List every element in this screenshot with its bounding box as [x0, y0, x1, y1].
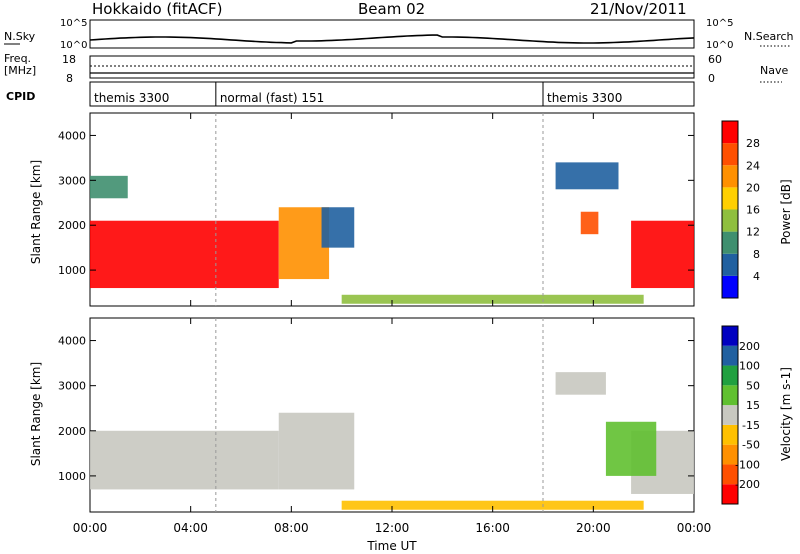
- x-tick-label: 08:00: [274, 521, 309, 535]
- velocity-colorbar-label: Velocity [m s-1]: [779, 367, 793, 461]
- colorbar-tick-label: -15: [742, 419, 760, 432]
- nsky-label: N.Sky: [4, 30, 36, 43]
- x-tick-label: 04:00: [173, 521, 208, 535]
- station-title: Hokkaido (fitACF): [92, 0, 223, 18]
- colorbar-swatch: [722, 365, 738, 386]
- nsearch-label: N.Search: [744, 30, 794, 43]
- heatmap-region: [321, 207, 355, 248]
- colorbar-tick-label: 20: [746, 181, 760, 194]
- x-axis-label: Time UT: [366, 539, 417, 553]
- heatmap-region: [341, 294, 644, 304]
- colorbar-tick-label: 50: [746, 379, 760, 392]
- date-title: 21/Nov/2011: [590, 0, 687, 18]
- noise-right-tick-bottom: 10^0: [706, 40, 733, 51]
- colorbar-tick-label: 12: [746, 226, 760, 239]
- cpid-segment-label: themis 3300: [94, 91, 169, 105]
- heatmap-region: [90, 220, 279, 289]
- colorbar-swatch: [722, 385, 738, 406]
- colorbar-swatch: [722, 424, 738, 445]
- nave-label: Nave: [760, 64, 788, 77]
- colorbar-tick-label: 28: [746, 137, 760, 150]
- noise-series-line: [89, 34, 695, 44]
- cpid-segment-label: normal (fast) 151: [220, 91, 324, 105]
- x-tick-label: 00:00: [677, 521, 712, 535]
- colorbar-frame: [721, 325, 739, 505]
- colorbar-tick-label: 16: [746, 204, 760, 217]
- colorbar-tick-label: 24: [746, 159, 760, 172]
- y-tick-label: 4000: [58, 335, 86, 348]
- noise-right-tick-top: 10^5: [706, 18, 733, 29]
- colorbar-swatch: [722, 345, 738, 366]
- x-tick-label: 00:00: [73, 521, 108, 535]
- freq-left-tick-bottom: 8: [66, 72, 73, 85]
- y-tick-label: 1000: [58, 264, 86, 277]
- cpid-label: CPID: [6, 90, 35, 103]
- freq-unit-label: [MHz]: [4, 64, 36, 77]
- colorbar-frame: [721, 120, 739, 299]
- heatmap-region: [555, 162, 619, 190]
- heatmap-region: [278, 412, 355, 490]
- x-tick-label: 12:00: [375, 521, 410, 535]
- y-tick-label: 3000: [58, 174, 86, 187]
- x-tick-label: 20:00: [576, 521, 611, 535]
- heatmap-region: [605, 421, 657, 476]
- x-axis-ticks: 00:00 04:00 08:00 12:00 16:00 20:00 00:00: [73, 113, 712, 535]
- colorbar-swatch: [722, 405, 738, 425]
- colorbar-swatch: [722, 253, 738, 276]
- colorbar-swatch: [722, 464, 738, 485]
- heatmap-region: [555, 372, 606, 395]
- y-tick-label: 4000: [58, 129, 86, 142]
- velocity-panel: 1000 2000 3000 4000 Slant Range [km] -200 -1…: [29, 317, 793, 513]
- colorbar-swatch: [722, 275, 738, 298]
- colorbar-swatch: [722, 326, 738, 346]
- heatmap-region: [90, 430, 279, 490]
- colorbar-tick-label: 100: [739, 360, 760, 373]
- colorbar-swatch: [722, 209, 738, 232]
- colorbar-swatch: [722, 444, 738, 465]
- freq-left-tick-top: 18: [62, 53, 76, 66]
- freq-label: Freq.: [4, 52, 31, 65]
- heatmap-region: [90, 175, 128, 199]
- colorbar-swatch: [722, 484, 738, 504]
- power-ylabel: Slant Range [km]: [29, 160, 43, 264]
- velocity-ylabel: Slant Range [km]: [29, 362, 43, 466]
- colorbar-swatch: [722, 121, 738, 144]
- y-tick-label: 3000: [58, 380, 86, 393]
- cpid-segment-label: themis 3300: [547, 91, 622, 105]
- y-tick-label: 1000: [58, 470, 86, 483]
- cpid-panel: CPID themis 3300 normal (fast) 151 themis …: [6, 81, 695, 107]
- noise-left-tick-top: 10^5: [60, 18, 87, 29]
- colorbar-swatch: [722, 231, 738, 254]
- noise-left-tick-bottom: 10^0: [60, 40, 87, 51]
- heatmap-region: [341, 500, 644, 510]
- colorbar-tick-label: 15: [746, 399, 760, 412]
- heatmap-region: [631, 220, 694, 289]
- heatmap-region: [580, 211, 599, 235]
- colorbar-tick-label: -100: [735, 458, 760, 471]
- colorbar-tick-label: -50: [742, 439, 760, 452]
- colorbar-tick-label: -200: [735, 478, 760, 491]
- heatmap-region: [278, 207, 330, 280]
- y-tick-label: 2000: [58, 219, 86, 232]
- colorbar-tick-label: 200: [739, 340, 760, 353]
- noise-panel: N.Sky 10^5 10^0 10^5 10^0 N.Search: [4, 18, 794, 51]
- beam-title: Beam 02: [358, 0, 425, 18]
- power-colorbar-label: Power [dB]: [779, 179, 793, 244]
- colorbar-swatch: [722, 143, 738, 166]
- colorbar-swatch: [722, 165, 738, 188]
- freq-right-tick-bottom: 0: [708, 72, 715, 85]
- colorbar-tick-label: 8: [753, 248, 760, 261]
- frequency-panel: Freq. [MHz] 18 8 60 0 Nave: [4, 52, 788, 85]
- x-tick-label: 16:00: [475, 521, 510, 535]
- y-tick-label: 2000: [58, 425, 86, 438]
- power-panel: 1000 2000 3000 4000 Slant Range [km] 4 8 12 16…: [29, 112, 793, 307]
- colorbar-swatch: [722, 187, 738, 210]
- colorbar-tick-label: 4: [753, 270, 760, 283]
- freq-right-tick-top: 60: [708, 53, 722, 66]
